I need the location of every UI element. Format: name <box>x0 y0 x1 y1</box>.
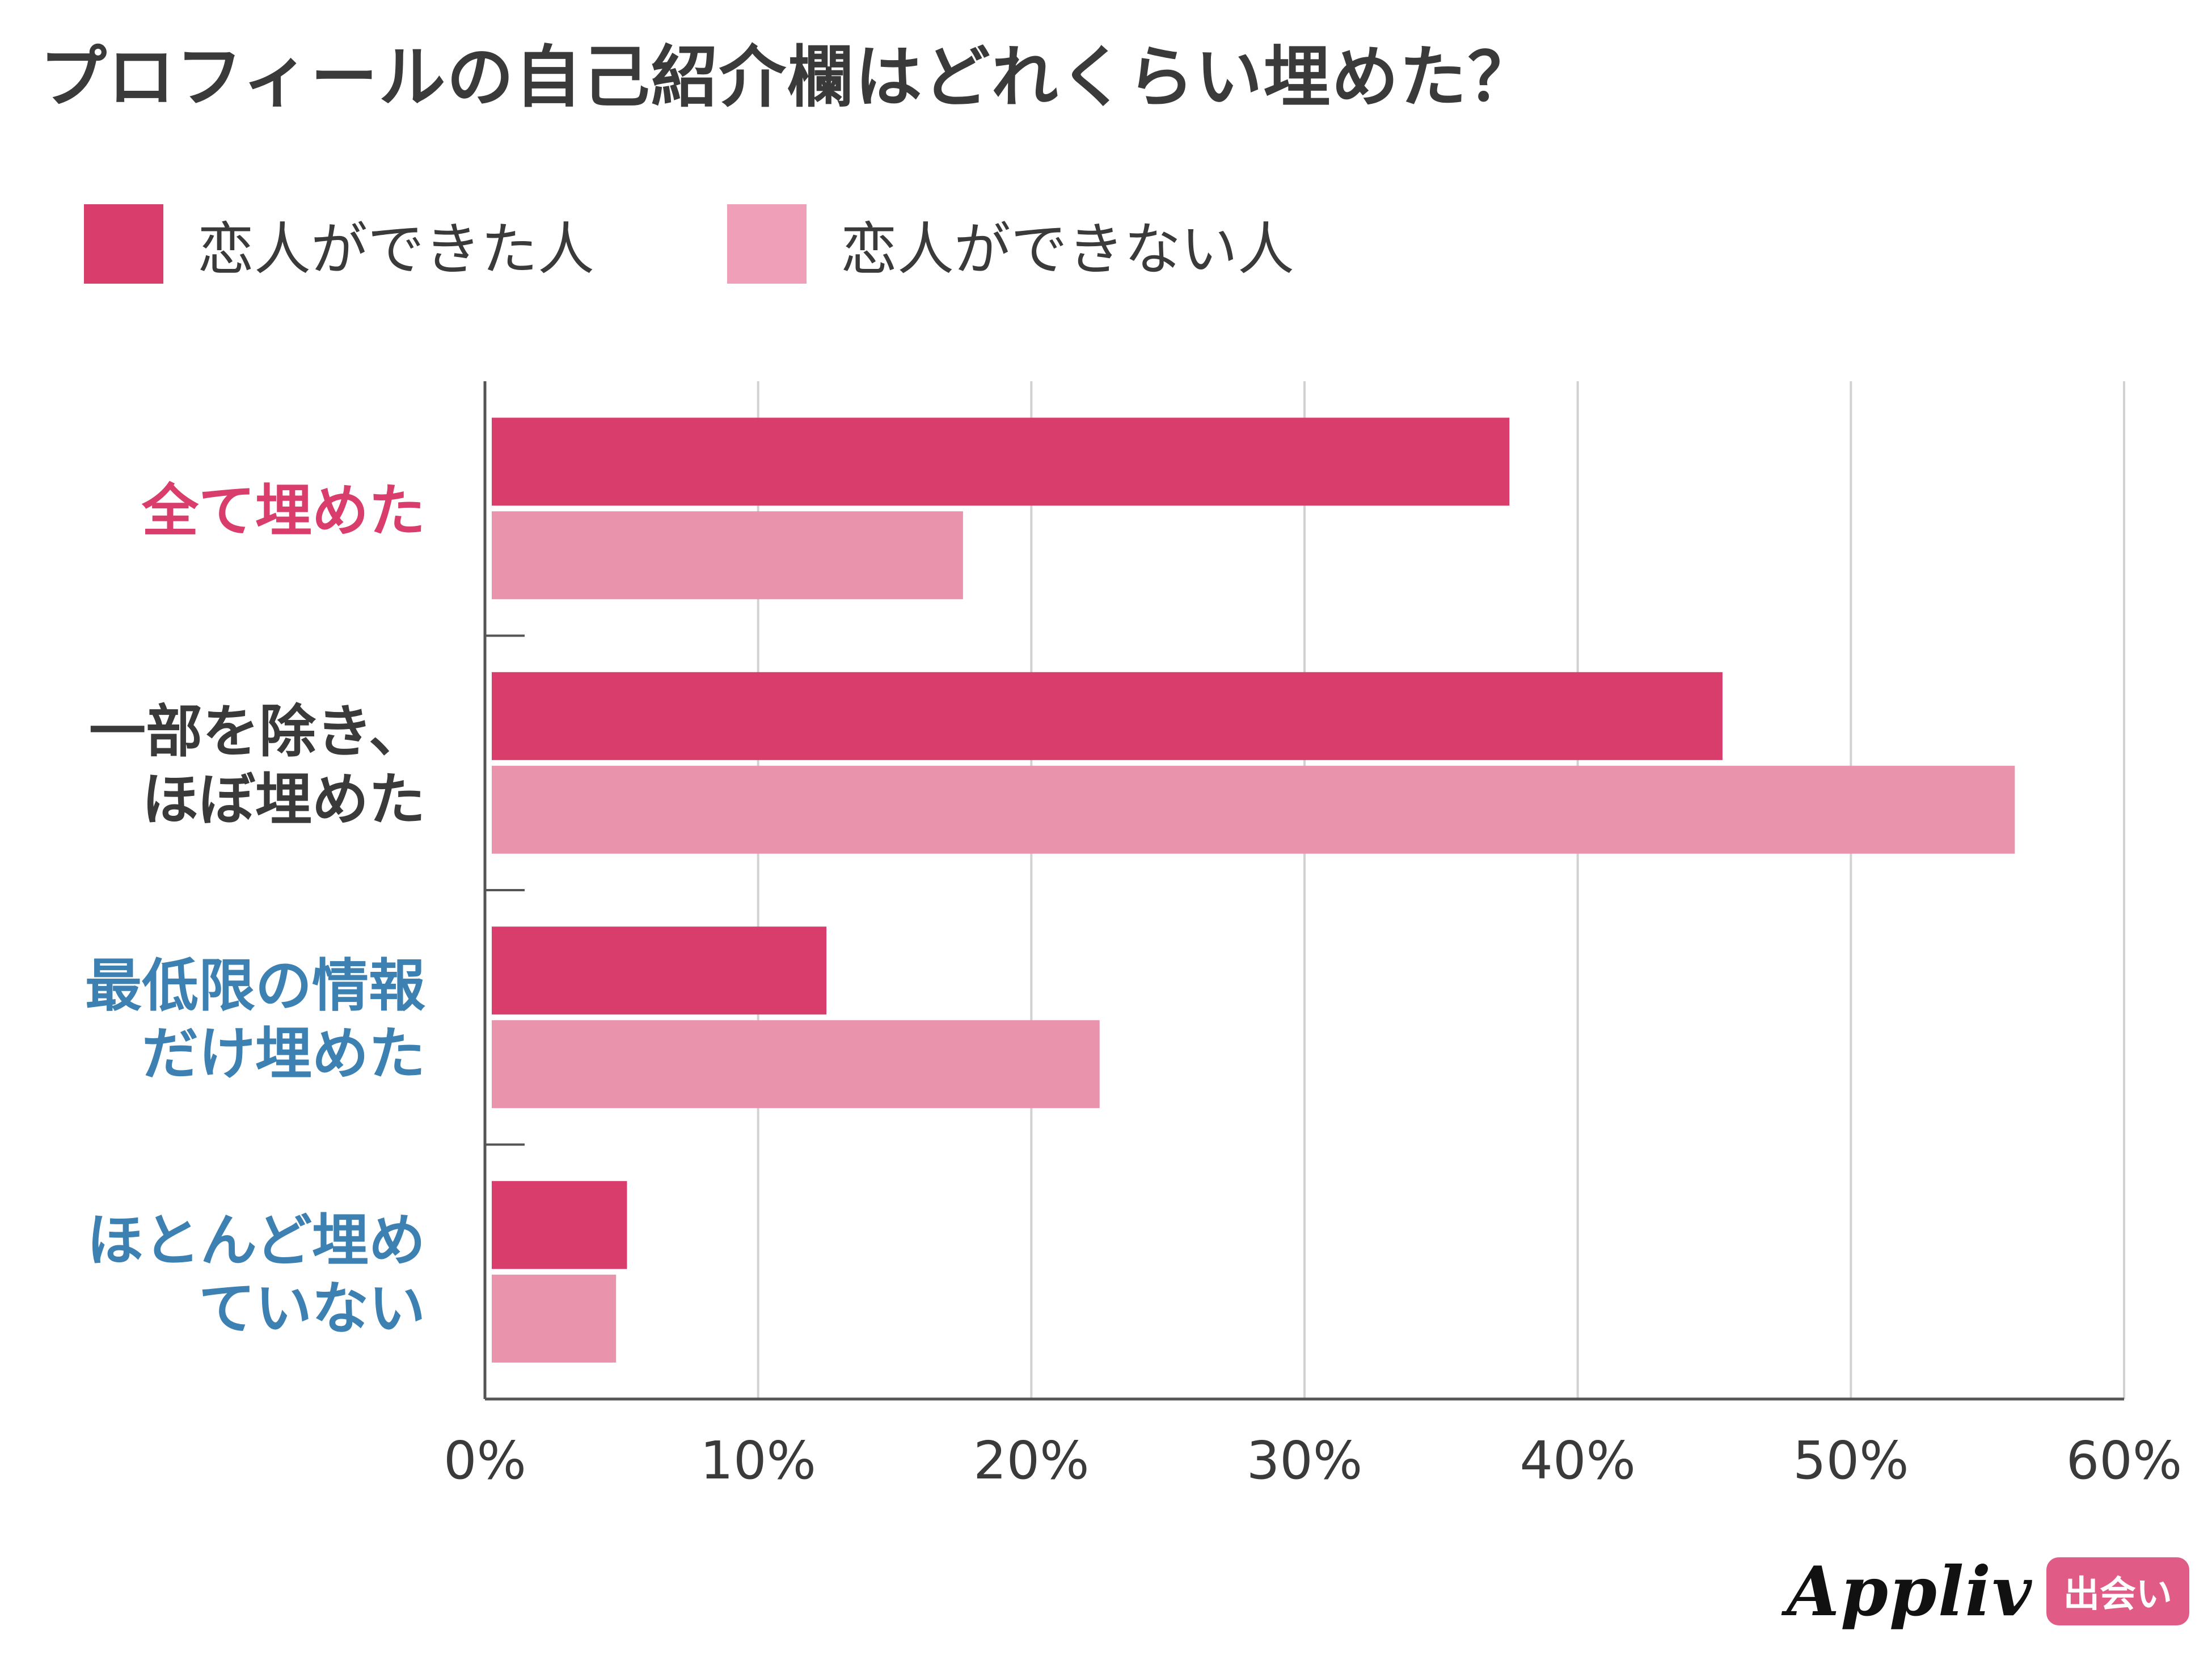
legend-label-no-partner: 恋人ができない人 <box>841 216 1294 283</box>
bar-1-series-1 <box>492 765 2015 854</box>
category-label-2: 最低限の情報 だけ埋めた <box>85 952 425 1088</box>
legend-label-partner: 恋人ができた人 <box>197 216 594 283</box>
bar-3-series-0 <box>492 1181 627 1269</box>
legend-swatch-partner <box>84 204 163 284</box>
x-tick-label-1: 10% <box>700 1430 816 1491</box>
category-label-1: 一部を除き、 ほぼ埋めた <box>89 698 425 834</box>
category-label-3-line-0: ほとんど埋め <box>87 1207 425 1274</box>
x-tick-label-6: 60% <box>2066 1430 2182 1491</box>
category-label-3-line-1: ていない <box>199 1275 425 1342</box>
bar-2-series-1 <box>492 1020 1100 1109</box>
category-label-1-line-0: 一部を除き、 <box>89 698 425 765</box>
x-tick-label-4: 40% <box>1519 1430 1635 1491</box>
chart-title: プロフィールの自己紹介欄はどれくらい埋めた？ <box>40 38 1536 116</box>
x-tick-label-5: 50% <box>1793 1430 1909 1491</box>
category-label-2-line-0: 最低限の情報 <box>85 953 425 1019</box>
legend-swatch-no-partner <box>727 204 807 284</box>
bar-2-series-0 <box>492 926 827 1015</box>
bar-0-series-0 <box>492 418 1510 506</box>
brand-name: Appliv <box>1787 1551 2033 1632</box>
category-label-1-line-1: ほぼ埋めた <box>142 766 425 833</box>
category-label-3: ほとんど埋め ていない <box>87 1207 425 1343</box>
x-tick-label-2: 20% <box>973 1430 1089 1491</box>
category-label-0-line-0: 全て埋めた <box>142 478 425 545</box>
x-tick-label-0: 0% <box>444 1430 526 1491</box>
bar-1-series-0 <box>492 672 1723 760</box>
brand-badge: 出会い <box>2046 1557 2189 1625</box>
category-label-2-line-1: だけ埋めた <box>142 1021 425 1088</box>
bar-3-series-1 <box>492 1274 617 1363</box>
legend-item-no-partner: 恋人ができない人 <box>727 204 1294 284</box>
brand-logo: Appliv 出会い <box>1787 1549 2189 1634</box>
bar-0-series-1 <box>492 511 963 600</box>
x-tick-label-3: 30% <box>1247 1430 1362 1491</box>
legend-item-partner: 恋人ができた人 <box>84 204 594 284</box>
category-label-0: 全て埋めた <box>142 477 425 545</box>
